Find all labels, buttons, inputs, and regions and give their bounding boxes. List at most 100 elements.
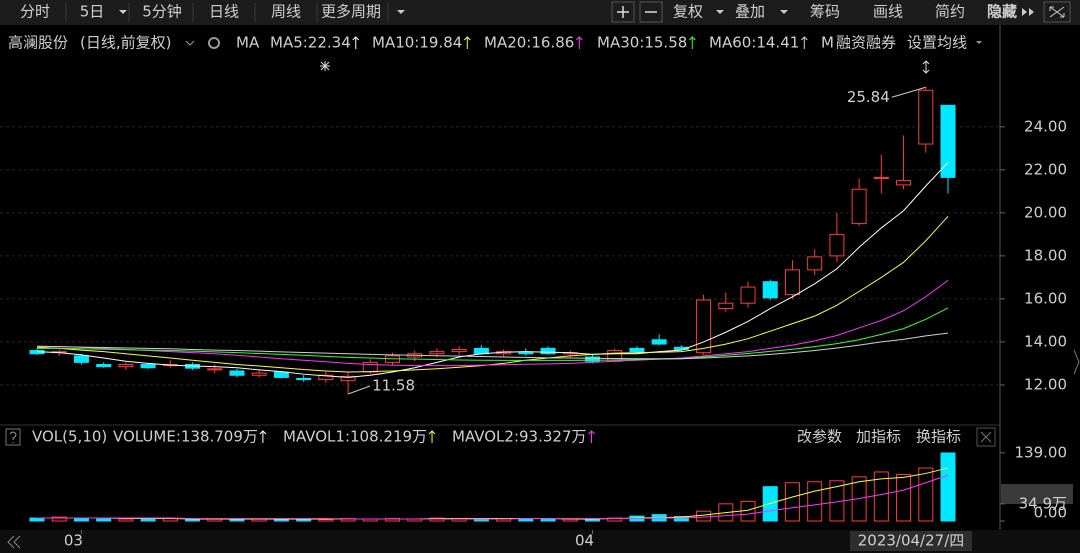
period-tab[interactable]: 5分钟 (142, 3, 182, 21)
settings-gear[interactable] (208, 37, 220, 49)
volume-bar (118, 518, 134, 522)
panel-expand[interactable] (1073, 349, 1080, 375)
candle-body (651, 339, 667, 345)
fullscreen[interactable] (1043, 1, 1071, 23)
period-tab[interactable]: 5日 (80, 3, 105, 21)
y-tick-label: 0.00 (1034, 504, 1067, 522)
volume-bar (51, 516, 67, 522)
candle-body (629, 347, 645, 353)
tool-button[interactable]: 叠加 (735, 3, 765, 21)
indicator-tool[interactable]: 换指标 (916, 428, 961, 446)
tool-button[interactable]: 复权 (673, 3, 703, 21)
low-pointer (347, 385, 371, 395)
indicator-title: VOL(5,10) (32, 428, 107, 446)
volume-bar (296, 519, 312, 522)
low-label: 11.58 (372, 376, 415, 394)
high-label: 25.84 (847, 88, 890, 106)
y-tick-label: 18.00 (1024, 246, 1067, 264)
trend-arrow (463, 36, 471, 49)
candle-body (851, 188, 867, 225)
y-tick-label: 34.9万 (1019, 494, 1067, 512)
legend-entry: MAVOL1:108.219万 (283, 428, 427, 446)
candle-body (673, 346, 689, 350)
y-tick-label: 22.00 (1024, 160, 1067, 178)
tool-button[interactable]: 简约 (935, 3, 965, 21)
candle-body (940, 104, 956, 178)
trend-arrow (428, 430, 436, 443)
ma-label: MA (236, 34, 260, 52)
candle-body (229, 370, 245, 376)
high-marker (922, 60, 930, 74)
tool-button[interactable]: 隐藏 (987, 3, 1017, 21)
volume-bar (518, 518, 534, 522)
tool-button[interactable]: 画线 (873, 3, 903, 21)
legend-entry: MAVOL2:93.327万 (452, 428, 587, 446)
help-glyph (9, 431, 17, 443)
y-tick-label: 14.00 (1024, 332, 1067, 350)
trend-arrow (575, 36, 583, 49)
zoom-in-glyph (617, 6, 629, 18)
candle-body (429, 351, 445, 355)
scroll-left[interactable] (7, 535, 21, 549)
close-indicator[interactable] (976, 427, 996, 447)
y-tick-label: 20.00 (1024, 203, 1067, 221)
trend-arrow (352, 36, 360, 49)
ma-line (37, 307, 949, 361)
period-tab[interactable]: 分时 (20, 3, 50, 21)
candle-body (829, 233, 845, 257)
header-link[interactable]: 融资融券 (836, 34, 896, 52)
period-tab[interactable]: 周线 (271, 3, 301, 21)
ma-settings-caret (976, 41, 982, 44)
candle-body (451, 348, 467, 353)
mavol-line (37, 474, 949, 520)
volume-bar (784, 482, 800, 522)
period-tab[interactable]: 更多周期 (321, 3, 381, 21)
legend-entry: VOLUME:138.709万 (113, 428, 258, 446)
candle-body (73, 355, 89, 363)
volume-bar (696, 510, 712, 522)
event-marker (320, 61, 330, 71)
fullscreen-glyph (1049, 6, 1065, 18)
trend-arrow (259, 430, 267, 443)
ma-line (36, 280, 949, 367)
tool-button[interactable]: 筹码 (810, 3, 840, 21)
period-tab[interactable]: 日线 (209, 3, 239, 21)
candle-body (718, 302, 734, 310)
candle-body (207, 368, 223, 371)
high-pointer (891, 86, 926, 98)
legend-entry: MA20:16.86 (484, 34, 574, 52)
period-mode: (日线,前复权) (80, 34, 171, 52)
candle-body (96, 364, 112, 368)
candle-body (540, 347, 556, 355)
volume-bar (96, 518, 112, 522)
legend-entry: MA10:19.84 (372, 34, 462, 52)
legend-entry: MA5:22.34 (270, 34, 351, 52)
candle-body (740, 286, 756, 304)
trend-arrow (588, 430, 595, 443)
dropdown-carets (119, 10, 788, 14)
volume-bar (73, 518, 89, 522)
volume-bar (140, 518, 156, 522)
candle-body (696, 299, 712, 354)
y-tick-label: 16.00 (1024, 289, 1067, 307)
volume-bar (540, 519, 556, 522)
volume-bar (807, 481, 823, 522)
cursor-value-box (1001, 484, 1073, 504)
indicator-tool[interactable]: 加指标 (856, 428, 901, 446)
header-link[interactable]: 设置均线 (907, 34, 967, 52)
volume-bar (918, 467, 934, 522)
zoom-out[interactable] (639, 1, 663, 23)
y-tick-label: 12.00 (1024, 375, 1067, 393)
cursor-date-box (850, 531, 972, 551)
candle-body (340, 375, 356, 382)
zoom-in[interactable] (611, 1, 635, 23)
x-tick-label: 04 (575, 532, 594, 550)
trend-arrow (688, 36, 696, 49)
volume-bar (318, 519, 334, 522)
candle-body (896, 180, 912, 186)
indicator-tool[interactable]: 改参数 (797, 428, 842, 446)
trend-arrow (800, 36, 808, 49)
volume-bar (896, 473, 912, 522)
help-icon[interactable] (5, 428, 21, 446)
